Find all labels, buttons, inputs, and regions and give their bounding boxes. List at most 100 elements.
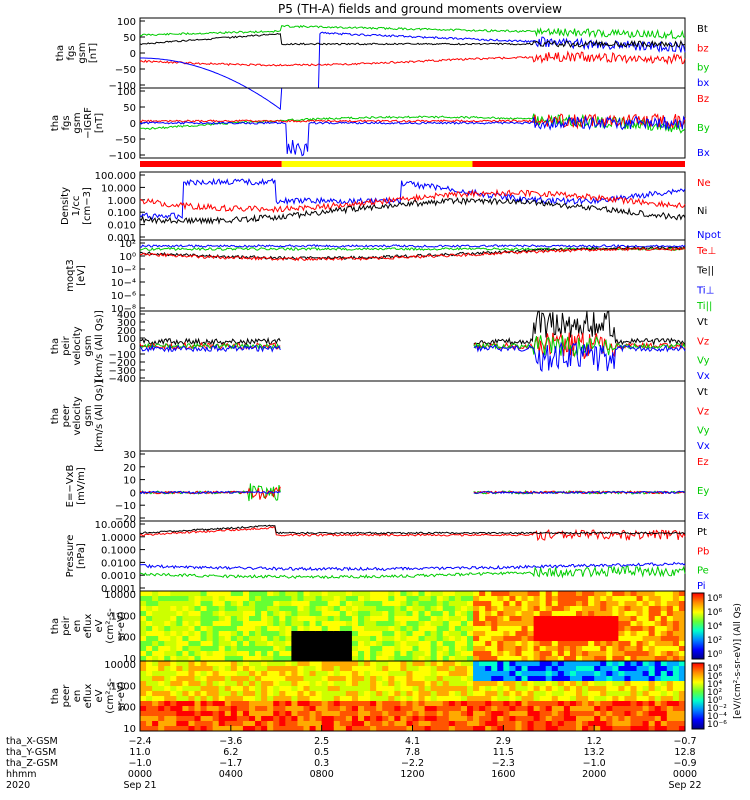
heatmap-cell xyxy=(576,721,583,727)
heatmap-cell xyxy=(539,631,547,637)
heatmap-cell xyxy=(551,716,559,722)
heatmap-cell xyxy=(479,726,486,732)
heatmap-cell xyxy=(158,646,165,652)
heatmap-cell xyxy=(582,726,589,732)
series-pb-seg-0 xyxy=(139,526,686,542)
heatmap-cell xyxy=(236,606,244,612)
heatmap-cell xyxy=(388,656,395,662)
heatmap-cell xyxy=(376,626,383,632)
heatmap-cell xyxy=(194,651,202,657)
colorbar-tick: 10² xyxy=(707,636,722,646)
heatmap-cell xyxy=(255,671,262,677)
y-axis-label: gsm xyxy=(83,335,94,356)
heatmap-cell xyxy=(388,641,395,647)
heatmap-cell xyxy=(400,641,407,647)
heatmap-cell xyxy=(660,641,668,647)
heatmap-cell xyxy=(140,721,147,727)
heatmap-cell xyxy=(424,626,432,632)
heatmap-cell xyxy=(388,676,395,682)
y-tick-label: 10000 xyxy=(104,660,136,671)
heatmap-cell xyxy=(460,646,468,652)
heatmap-cell xyxy=(351,651,359,657)
heatmap-cell xyxy=(315,591,323,597)
heatmap-cell xyxy=(430,636,438,642)
heatmap-cell xyxy=(660,606,668,612)
heatmap-cell xyxy=(551,681,559,687)
heatmap-cell xyxy=(557,626,565,632)
heatmap-cell xyxy=(358,696,365,702)
heatmap-cell xyxy=(436,631,444,637)
heatmap-cell xyxy=(218,721,226,727)
heatmap-cell xyxy=(563,686,571,692)
heatmap-cell xyxy=(255,666,262,672)
heatmap-cell xyxy=(321,681,329,687)
heatmap-cell xyxy=(509,676,516,682)
heatmap-cell xyxy=(164,601,171,607)
heatmap-cell xyxy=(388,711,395,717)
series-vt-seg-0 xyxy=(139,336,281,346)
heatmap-cell xyxy=(654,661,662,667)
heatmap-cell xyxy=(158,671,165,677)
heatmap-cell xyxy=(188,696,195,702)
heatmap-cell xyxy=(261,721,268,727)
heatmap-cell xyxy=(406,676,413,682)
heatmap-cell xyxy=(394,611,401,617)
heatmap-cell xyxy=(563,641,571,647)
heatmap-cell xyxy=(594,596,601,602)
heatmap-cell xyxy=(551,591,559,597)
heatmap-cell xyxy=(285,711,292,717)
heatmap-cell xyxy=(267,711,274,717)
heatmap-cell xyxy=(503,616,510,622)
heatmap-cell xyxy=(176,616,183,622)
heatmap-cell xyxy=(242,716,250,722)
heatmap-cell xyxy=(479,676,486,682)
heatmap-cell xyxy=(158,691,165,697)
heatmap-cell xyxy=(236,701,244,707)
heatmap-cell xyxy=(170,636,177,642)
heatmap-cell xyxy=(285,626,292,632)
y-tick-label: −100 xyxy=(109,151,136,162)
colorbar-tick: 10⁻² xyxy=(707,704,727,714)
y-axis-label: tha xyxy=(55,45,66,61)
heatmap-cell xyxy=(678,701,686,707)
heatmap-cell xyxy=(509,701,516,707)
heatmap-cell xyxy=(424,616,432,622)
heatmap-cell xyxy=(533,651,541,657)
heatmap-cell xyxy=(460,611,468,617)
heatmap-cell xyxy=(424,716,432,722)
heatmap-cell xyxy=(491,666,498,672)
heatmap-cell xyxy=(576,686,583,692)
heatmap-cell xyxy=(527,701,535,707)
heatmap-cell xyxy=(624,706,631,712)
heatmap-cell xyxy=(182,726,189,732)
heatmap-cell xyxy=(545,641,553,647)
heatmap-cell xyxy=(527,726,535,732)
heatmap-cell xyxy=(654,616,662,622)
heatmap-cell xyxy=(485,636,492,642)
heatmap-cell xyxy=(309,721,317,727)
heatmap-cell xyxy=(230,681,238,687)
heatmap-cell xyxy=(345,711,353,717)
heatmap-cell xyxy=(473,601,480,607)
heatmap-cell xyxy=(267,621,274,627)
heatmap-cell xyxy=(485,676,492,682)
heatmap-cell xyxy=(600,671,607,677)
heatmap-cell xyxy=(182,711,189,717)
x-tick-label: 0.3 xyxy=(314,758,329,769)
heatmap-cell xyxy=(418,651,426,657)
heatmap-cell xyxy=(600,691,607,697)
heatmap-cell xyxy=(618,641,625,647)
heatmap-cell xyxy=(660,721,668,727)
heatmap-cell xyxy=(557,611,565,617)
heatmap-cell xyxy=(249,676,256,682)
heatmap-cell xyxy=(327,641,335,647)
heatmap-cell xyxy=(600,651,607,657)
heatmap-cell xyxy=(485,641,492,647)
heatmap-cell xyxy=(436,621,444,627)
heatmap-cell xyxy=(224,621,232,627)
heatmap-cell xyxy=(588,661,595,667)
heatmap-cell xyxy=(503,676,510,682)
heatmap-cell xyxy=(521,651,529,657)
heatmap-cell xyxy=(479,601,486,607)
